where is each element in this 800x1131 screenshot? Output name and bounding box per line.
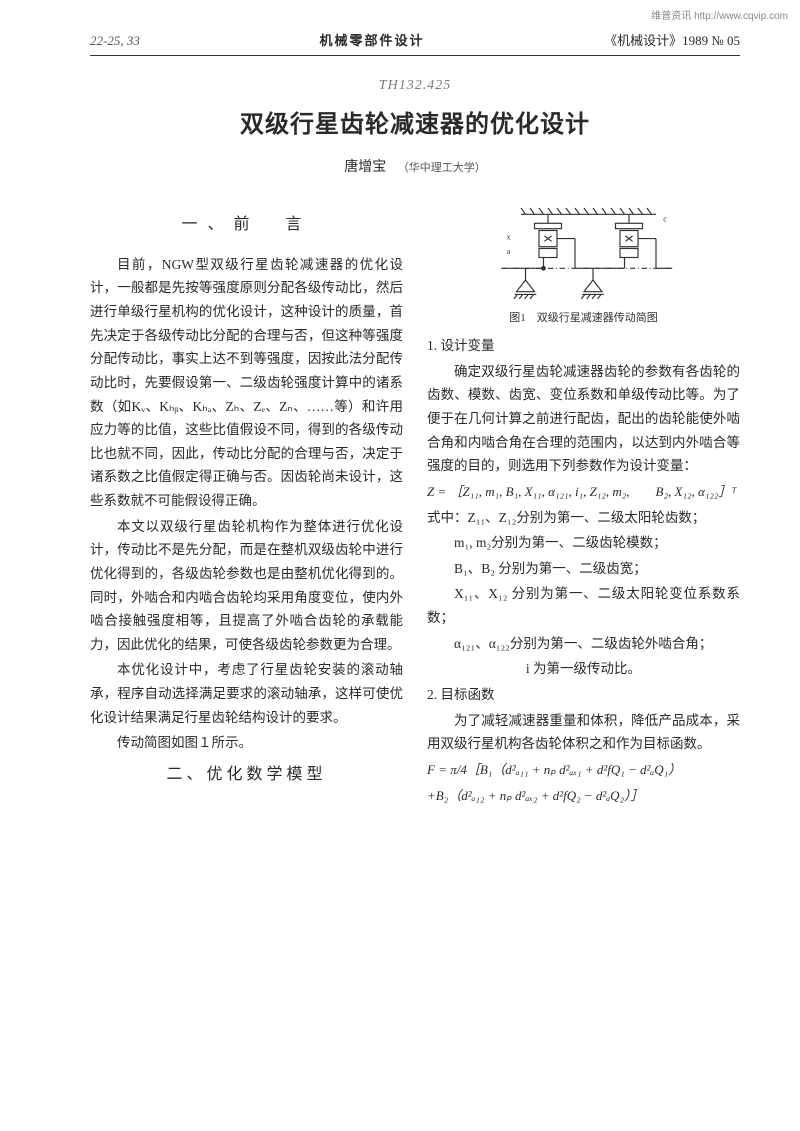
page-header: 22-25, 33 机械零部件设计 《机械设计》1989 № 05 bbox=[90, 30, 740, 56]
left-column: 一、前 言 目前，NGW型双级行星齿轮减速器的优化设计，一般都是先按等强度原则分… bbox=[90, 203, 403, 810]
body-paragraph: 确定双级行星齿轮减速器齿轮的参数有各齿轮的齿数、模数、齿宽、变位系数和单级传动比… bbox=[427, 360, 740, 478]
author-affiliation: （华中理工大学） bbox=[398, 162, 486, 174]
body-paragraph: 为了减轻减速器重量和体积，降低产品成本，采用双级行星机构各齿轮体积之和作为目标函… bbox=[427, 709, 740, 756]
svg-text:a: a bbox=[506, 247, 510, 256]
subsection-heading: 2. 目标函数 bbox=[427, 683, 740, 707]
definition-item: B₁、B₂ 分别为第一、二级齿宽； bbox=[427, 557, 740, 581]
transmission-diagram: c x a bbox=[494, 203, 674, 303]
right-column: c x a 图1 双级行星减速器传动简图 1. 设计变量 确定双级行星齿轮减速器… bbox=[427, 203, 740, 810]
header-page-range: 22-25, 33 bbox=[90, 30, 140, 53]
section-2-heading: 二、优化数学模型 bbox=[90, 761, 403, 789]
body-paragraph: 本优化设计中，考虑了行星齿轮安装的滚动轴承，程序自动选择满足要求的滚动轴承，这样… bbox=[90, 658, 403, 729]
definition-list: m₁, m₂分别为第一、二级齿轮模数； B₁、B₂ 分别为第一、二级齿宽； X₁… bbox=[427, 531, 740, 681]
formula: +B₂（d²ₐ₁₂ + nₚ d²ₐₓ₂ + d²fQ₂ − d²ₐQ₂）］ bbox=[427, 785, 740, 808]
formula: F = π/4［B₁（d²ₐ₁₁ + nₚ d²ₐₓ₁ + d²fQ₁ − d²… bbox=[427, 759, 740, 782]
formula: Z = ［Z₁₁, m₁, B₁, X₁₁, α₁₂₁, i₁, Z₁₂, m₂… bbox=[427, 481, 740, 504]
definition-item: i 为第一级传动比。 bbox=[427, 657, 740, 681]
body-paragraph: 本文以双级行星齿轮机构作为整体进行优化设计，传动比不是先分配，而是在整机双级齿轮… bbox=[90, 515, 403, 657]
definition-item: α₁₂₁、α₁₂₂分别为第一、二级齿轮外啮合角； bbox=[427, 632, 740, 656]
subsection-heading: 1. 设计变量 bbox=[427, 334, 740, 358]
body-paragraph: 目前，NGW型双级行星齿轮减速器的优化设计，一般都是先按等强度原则分配各级传动比… bbox=[90, 253, 403, 513]
author-name: 唐增宝 bbox=[344, 160, 386, 175]
definition-item: X₁₁、X₁₂ 分别为第一、二级太阳轮变位系数系数； bbox=[427, 582, 740, 629]
classification-code: TH132.425 bbox=[90, 74, 740, 99]
svg-text:x: x bbox=[506, 232, 510, 241]
author-line: 唐增宝 （华中理工大学） bbox=[90, 156, 740, 181]
header-journal: 《机械设计》1989 № 05 bbox=[604, 30, 740, 53]
definition-item: m₁, m₂分别为第一、二级齿轮模数； bbox=[427, 531, 740, 555]
header-section-title: 机械零部件设计 bbox=[319, 30, 424, 53]
figure-caption: 图1 双级行星减速器传动简图 bbox=[427, 309, 740, 328]
section-1-heading: 一、前 言 bbox=[90, 211, 403, 239]
body-paragraph: 式中：Z₁₁、Z₁₂分别为第一、二级太阳轮齿数； bbox=[427, 506, 740, 530]
svg-text:c: c bbox=[663, 214, 667, 223]
article-title: 双级行星齿轮减速器的优化设计 bbox=[90, 104, 740, 146]
watermark-text: 维普资讯 http://www.cqvip.com bbox=[651, 8, 788, 26]
two-column-body: 一、前 言 目前，NGW型双级行星齿轮减速器的优化设计，一般都是先按等强度原则分… bbox=[90, 203, 740, 810]
body-paragraph: 传动简图如图１所示。 bbox=[90, 731, 403, 755]
